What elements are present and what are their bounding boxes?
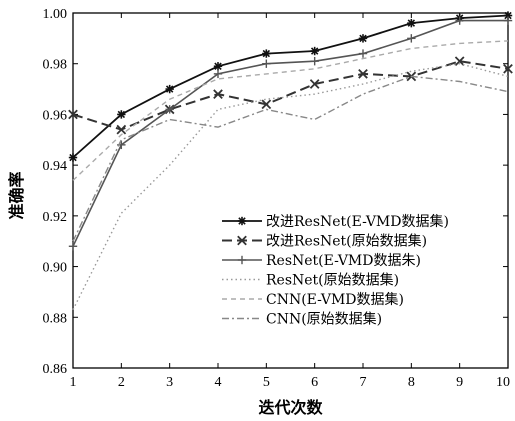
y-tick-label: 0.98: [43, 58, 68, 73]
data-point: [68, 242, 78, 251]
x-tick-label: 6: [311, 375, 318, 390]
data-point: [358, 69, 368, 79]
data-point: [213, 62, 223, 71]
x-tick-label: 9: [456, 375, 463, 390]
data-point: [358, 49, 368, 58]
y-axis-ticks: 0.86 0.88 0.90 0.92 0.94 0.96 0.98 1.00: [43, 7, 508, 377]
data-point: [213, 69, 223, 79]
data-point: [165, 84, 174, 94]
x-tick-label: 2: [118, 375, 125, 390]
legend-label: ResNet(E-VMD数据朱): [266, 253, 421, 269]
x-tick-label: 10: [496, 375, 510, 390]
legend-entry: ResNet(原始数据集): [222, 272, 399, 289]
legend-label: CNN(E-VMD数据集): [266, 291, 404, 308]
legend-marker: [237, 216, 247, 226]
data-point: [310, 46, 319, 56]
series-line: [72, 19, 508, 247]
series-line: [72, 14, 509, 159]
series-3: [68, 16, 513, 251]
y-tick-label: 0.86: [43, 362, 68, 377]
series-line: [72, 75, 509, 242]
legend-entry: 改进ResNet(原始数据集): [222, 233, 427, 250]
series-layer: [68, 11, 513, 311]
y-tick-label: 1.00: [43, 7, 68, 22]
data-point: [454, 56, 465, 67]
series-5: [72, 40, 509, 181]
plot-frame: [72, 12, 509, 369]
data-point: [68, 109, 78, 120]
x-axis-label: 迭代次数: [258, 398, 323, 417]
legend-entry: 改进ResNet(E-VMD数据集): [222, 213, 449, 230]
y-tick-label: 0.88: [43, 311, 68, 326]
x-tick-label: 8: [408, 375, 415, 390]
legend-marker: [237, 235, 247, 246]
series-1: [68, 11, 513, 162]
data-point: [407, 34, 416, 43]
data-point: [358, 34, 368, 43]
series-6: [72, 75, 509, 242]
legend-marker: [237, 255, 247, 265]
y-tick-label: 0.92: [43, 210, 68, 225]
x-tick-label: 5: [263, 375, 270, 390]
data-point: [116, 124, 127, 135]
legend: 改进ResNet(E-VMD数据集) 改进ResNet(原始数据集) ResNet(…: [222, 213, 449, 328]
data-point: [503, 63, 513, 74]
legend-label: 改进ResNet(原始数据集): [266, 233, 427, 250]
legend-entry: ResNet(E-VMD数据朱): [222, 253, 421, 269]
x-axis-ticks: 1 2 3 4 5 6 7 8 9 10: [70, 13, 510, 390]
x-tick-label: 7: [360, 375, 367, 390]
data-point: [503, 11, 513, 20]
legend-entry: CNN(原始数据集): [222, 311, 382, 328]
x-tick-label: 4: [215, 375, 222, 390]
x-tick-label: 3: [166, 375, 173, 390]
y-axis-label: 准确率: [7, 171, 26, 219]
x-tick-label: 1: [70, 375, 77, 390]
series-2: [68, 56, 513, 135]
data-point: [261, 99, 272, 110]
data-point: [310, 56, 319, 66]
data-point: [455, 16, 464, 25]
data-point: [68, 153, 78, 162]
data-point: [407, 18, 416, 28]
legend-label: 改进ResNet(E-VMD数据集): [266, 213, 449, 230]
series-line: [72, 60, 509, 131]
data-point: [262, 59, 271, 68]
data-point: [165, 105, 174, 114]
y-tick-label: 0.96: [43, 108, 68, 123]
legend-label: CNN(原始数据集): [266, 311, 382, 328]
data-point: [262, 49, 271, 58]
data-point: [117, 110, 126, 119]
legend-label: ResNet(原始数据集): [266, 272, 399, 289]
y-tick-label: 0.90: [43, 261, 68, 276]
y-tick-label: 0.94: [43, 159, 68, 174]
data-point: [503, 16, 513, 25]
legend-entry: CNN(E-VMD数据集): [222, 291, 404, 308]
data-point: [309, 79, 320, 89]
series-line: [72, 40, 509, 181]
plot-border: [72, 12, 509, 369]
data-point: [213, 89, 223, 99]
